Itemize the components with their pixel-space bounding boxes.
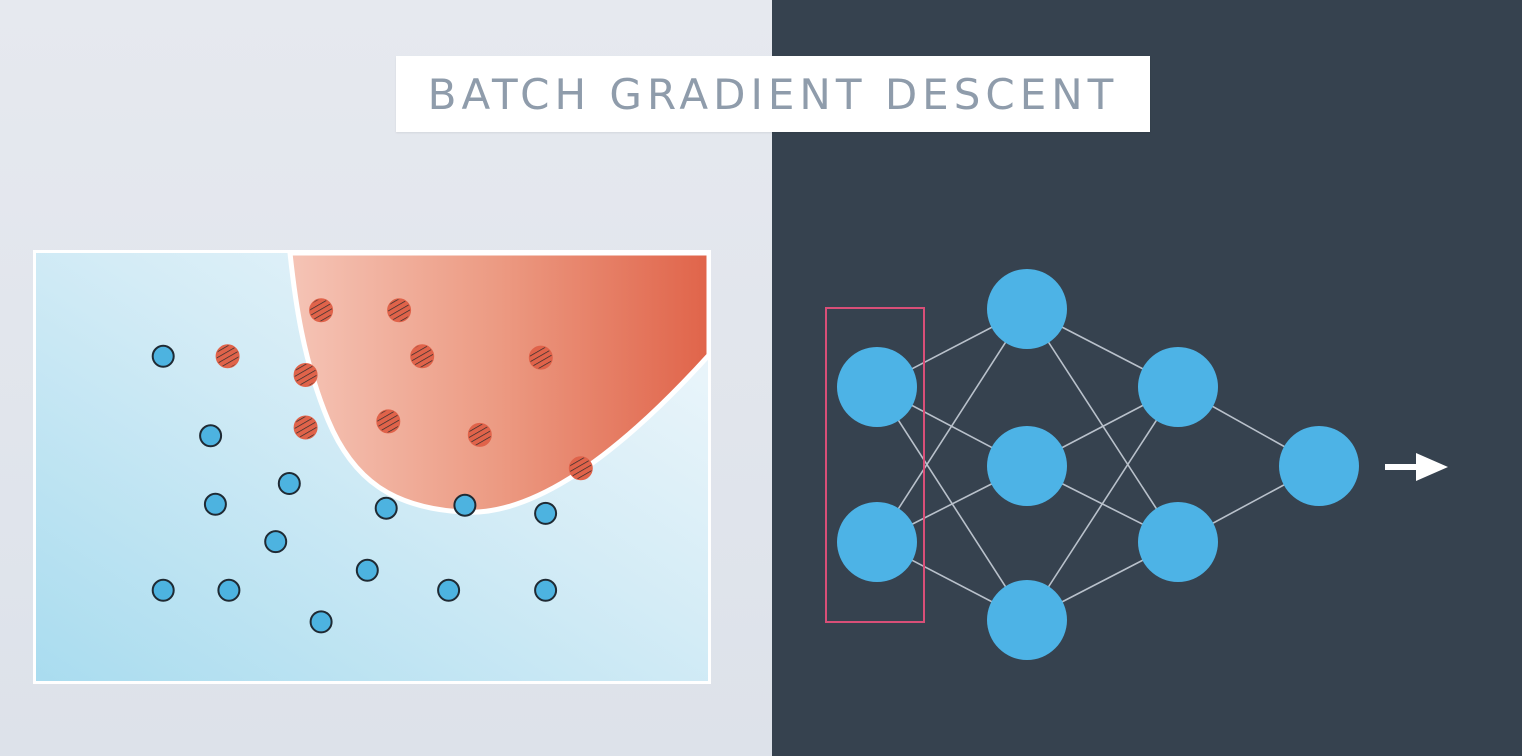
red-point-7: [293, 415, 318, 440]
hidden-1-neuron-3: [987, 580, 1067, 660]
plot-border: [33, 250, 711, 684]
blue-point-12: [437, 578, 461, 602]
blue-point-1: [151, 344, 175, 368]
blue-point-2: [199, 424, 223, 448]
blue-point-6: [374, 496, 398, 520]
hidden-2-neuron-2: [1138, 502, 1218, 582]
hidden-1-neuron-2: [987, 426, 1067, 506]
red-point-5: [410, 344, 435, 369]
output-neuron-1: [1279, 426, 1359, 506]
connection-8: [1026, 308, 1179, 543]
scatter-plot: [33, 250, 711, 684]
title-banner: BATCH GRADIENT DESCENT: [396, 56, 1150, 132]
red-point-4: [293, 363, 318, 387]
red-point-8: [376, 409, 401, 434]
blue-point-7: [453, 493, 477, 517]
edges-layer: [876, 308, 1320, 621]
blue-point-11: [217, 578, 241, 602]
blue-point-8: [534, 501, 558, 525]
points-layer: [151, 298, 593, 634]
output-arrow-icon: [1385, 453, 1448, 481]
input-neuron-2: [837, 502, 917, 582]
blue-point-10: [151, 578, 175, 602]
input-layer-highlight-box: [825, 307, 925, 623]
blue-point-5: [264, 530, 288, 554]
neurons-layer: [837, 269, 1359, 660]
scatter-plot-svg: [33, 250, 711, 684]
red-point-6: [528, 345, 553, 370]
blue-point-14: [309, 610, 333, 634]
red-point-1: [215, 344, 240, 369]
red-point-3: [387, 298, 412, 323]
input-neuron-1: [837, 347, 917, 427]
blue-point-13: [534, 578, 558, 602]
title-text: BATCH GRADIENT DESCENT: [427, 69, 1119, 119]
neural-network-diagram: [772, 0, 1522, 756]
blue-point-3: [203, 492, 227, 516]
red-point-10: [568, 456, 593, 481]
connection-11: [1026, 386, 1179, 621]
red-point-9: [467, 422, 492, 447]
hidden-2-neuron-1: [1138, 347, 1218, 427]
connection-4: [876, 308, 1028, 543]
hidden-1-neuron-1: [987, 269, 1067, 349]
blue-point-4: [277, 472, 301, 495]
red-point-2: [309, 298, 334, 323]
neural-network-svg: [825, 269, 1448, 660]
blue-point-9: [355, 558, 379, 582]
